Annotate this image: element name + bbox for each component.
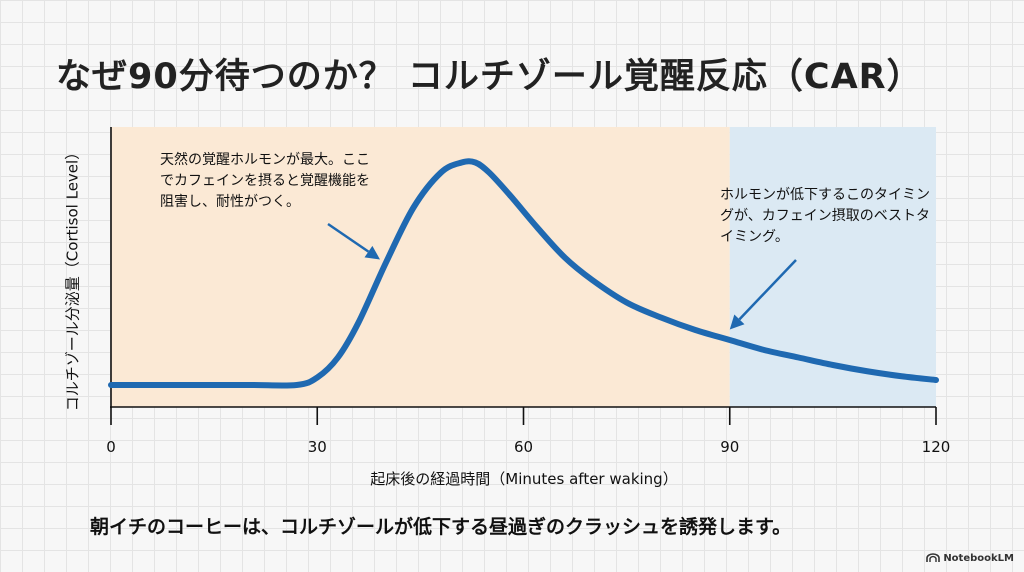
cortisol-curve	[108, 158, 939, 389]
annotation-arrowhead-1	[729, 314, 745, 330]
brand-logo: NotebookLM	[926, 553, 1014, 564]
zone-optimal	[729, 127, 936, 407]
annotation-peak: 天然の覚醒ホルモンが最大。ここでカフェインを摂ると覚醒機能を阻害し、耐性がつく。	[160, 152, 370, 210]
annotation-arrow-0	[327, 222, 370, 253]
bottom-message: 朝イチのコーヒーは、コルチゾールが低下する昼過ぎのクラッシュを誘発します。	[90, 516, 792, 538]
page-title: なぜ90分待つのか？ コルチゾール覚醒反応（CAR）	[56, 57, 923, 97]
notebook-icon	[926, 553, 940, 562]
x-axis-label: 起床後の経過時間（Minutes after waking）	[370, 470, 678, 488]
annotation-arrow-1	[738, 259, 797, 321]
x-tick-label-1: 30	[308, 438, 327, 456]
x-tick-label-0: 0	[106, 438, 116, 456]
x-tick-label-4: 120	[922, 438, 951, 456]
zone-early	[111, 127, 730, 407]
brand-name: NotebookLM	[943, 553, 1014, 564]
x-tick-label-2: 60	[514, 438, 533, 456]
annotation-best-timing: ホルモンが低下するこのタイミングが、カフェイン摂取のベストタイミング。	[720, 187, 930, 245]
x-tick-label-3: 90	[720, 438, 739, 456]
annotation-arrowhead-0	[364, 245, 380, 260]
